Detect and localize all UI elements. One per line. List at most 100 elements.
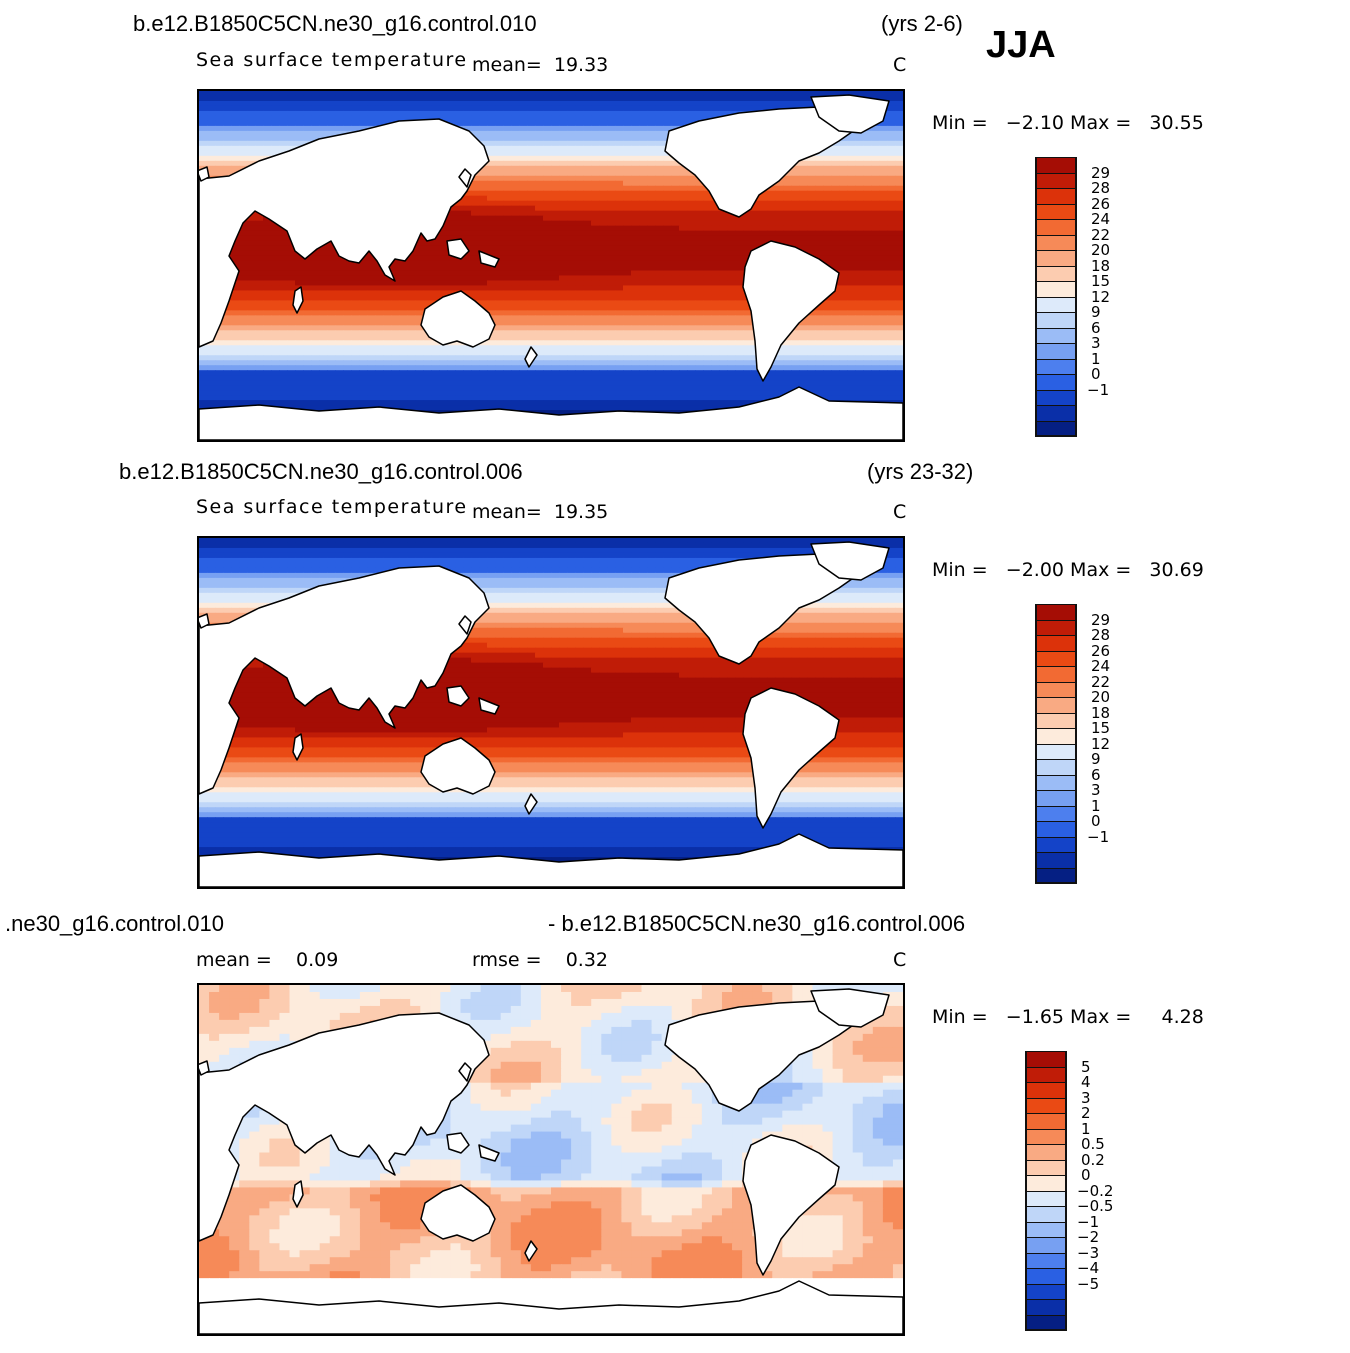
colorbar-label: 3 [1091,781,1101,799]
colorbar-swatch [1035,712,1077,729]
units-label: C [893,949,907,971]
years-label: (yrs 2-6) [881,11,963,36]
colorbar-swatch [1035,836,1077,853]
difference-label: - b.e12.B1850C5CN.ne30_g16.control.006 [548,911,966,936]
case-title: .ne30_g16.control.010 [5,911,224,936]
colorbar-label: 12 [1091,287,1111,306]
colorbar-label: 22 [1091,225,1111,244]
colorbar-label: 22 [1091,672,1111,691]
rmse-value: rmse = 0.32 [472,949,608,971]
colorbar-label: 9 [1091,303,1101,321]
colorbar-label: −0.2 [1077,1181,1114,1200]
colorbar-label: 0.5 [1081,1135,1105,1153]
colorbar-swatch [1035,405,1077,422]
colorbar-label: 6 [1091,765,1101,784]
colorbar-swatch [1035,743,1077,760]
colorbar-swatch [1035,619,1077,636]
colorbar-swatch [1035,867,1077,884]
difference-map-graphic [199,985,903,1334]
colorbar-swatch [1025,1066,1067,1083]
colorbar-swatch [1025,1128,1067,1145]
colorbar-swatch [1035,697,1077,714]
colorbar-swatch [1025,1113,1067,1130]
sst-map-graphic [199,91,903,440]
colorbar-swatch [1035,281,1077,298]
colorbar-swatch [1035,157,1077,174]
colorbar-swatch [1025,1221,1067,1238]
colorbar-swatch [1025,1268,1067,1285]
colorbar-swatch [1035,172,1077,189]
colorbar-swatch [1035,250,1077,267]
colorbar-label: −3 [1077,1243,1100,1262]
colorbar-swatch [1025,1051,1067,1068]
colorbar-label: 9 [1091,750,1101,768]
colorbar-swatch [1035,805,1077,822]
colorbar-label: −1 [1087,380,1110,399]
colorbar-swatch [1035,188,1077,205]
colorbar-swatch [1035,420,1077,437]
colorbar-swatch [1025,1252,1067,1269]
colorbar-label: −5 [1077,1274,1100,1293]
colorbar-swatch [1035,681,1077,698]
colorbar-swatch [1025,1082,1067,1099]
colorbar-label: 1 [1081,1119,1091,1138]
colorbar-label: 20 [1091,688,1111,706]
colorbar-label: 0 [1091,365,1101,383]
colorbar-label: 29 [1091,163,1111,182]
colorbar-swatch [1035,327,1077,344]
case-title: b.e12.B1850C5CN.ne30_g16.control.010 [133,11,537,36]
colorbar-swatch [1035,219,1077,236]
min-max-values: Min = −2.10 Max = 30.55 [932,112,1204,134]
colorbar-label: 4 [1081,1073,1091,1091]
colorbar-swatch [1025,1314,1067,1331]
sst-map [197,536,905,889]
colorbar-label: 6 [1091,318,1101,337]
colorbar-swatch [1035,790,1077,807]
colorbar-swatch [1035,343,1077,360]
colorbar-swatch [1035,203,1077,220]
colorbar-swatch [1025,1237,1067,1254]
mean-value: mean= 19.35 [472,501,609,523]
colorbar-label: 0.2 [1081,1150,1105,1169]
sst-map [197,89,905,442]
colorbar-swatch [1025,1159,1067,1176]
min-max-values: Min = −2.00 Max = 30.69 [932,559,1204,581]
colorbar-swatch [1025,1190,1067,1207]
colorbar-label: −2 [1077,1228,1100,1246]
colorbar-label: 1 [1091,796,1101,815]
colorbar-swatch [1035,650,1077,667]
colorbar-label: 3 [1091,334,1101,352]
colorbar-swatch [1035,389,1077,406]
colorbar-label: −0.5 [1077,1197,1114,1215]
colorbar-label: −1 [1077,1212,1100,1231]
colorbar-swatch [1035,666,1077,683]
colorbar-swatch [1035,374,1077,391]
colorbar-swatch [1035,635,1077,652]
colorbar-label: 12 [1091,734,1111,753]
sst-map-graphic [199,538,903,887]
colorbar-label: 29 [1091,610,1111,629]
colorbar-swatch [1035,774,1077,791]
years-label: (yrs 23-32) [867,459,974,484]
mean-value: mean = 0.09 [196,949,339,971]
colorbar-label: −4 [1077,1259,1100,1277]
colorbar-swatch [1035,265,1077,282]
colorbar-swatch [1035,234,1077,251]
colorbar-swatch [1035,358,1077,375]
field-name: Sea surface temperature [196,49,468,71]
colorbar-swatch [1035,852,1077,869]
colorbar-label: 15 [1091,719,1111,737]
colorbar-label: 20 [1091,241,1111,259]
colorbar-label: 24 [1091,657,1111,675]
colorbar-swatch [1035,728,1077,745]
colorbar-swatch [1025,1299,1067,1316]
colorbar-label: 28 [1091,626,1111,644]
case-title: b.e12.B1850C5CN.ne30_g16.control.006 [119,459,523,484]
colorbar-label: 24 [1091,210,1111,228]
colorbar-swatch [1025,1175,1067,1192]
colorbar-label: 0 [1081,1166,1091,1184]
colorbar-label: 3 [1081,1088,1091,1107]
colorbar-label: 28 [1091,179,1111,197]
min-max-values: Min = −1.65 Max = 4.28 [932,1006,1204,1028]
colorbar-swatch [1035,759,1077,776]
